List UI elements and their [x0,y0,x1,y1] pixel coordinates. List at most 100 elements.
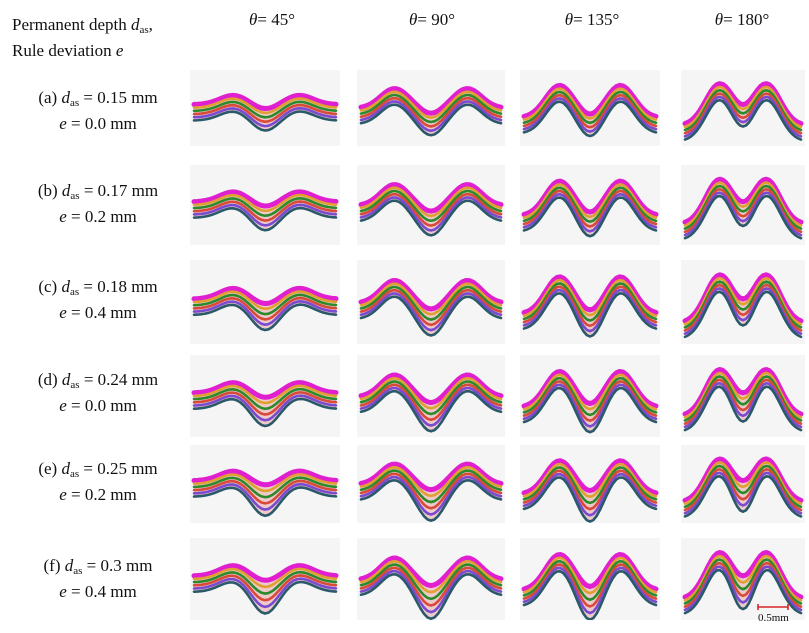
layer-line-1 [521,274,659,316]
layer-line-1 [682,176,804,225]
deformation-plot-b-135 [520,165,660,245]
layer-line-3 [683,558,803,605]
layer-line-5 [359,569,503,614]
layer-line-6 [192,110,338,132]
column-header-90: θ= 90° [382,10,482,30]
layer-line-4 [683,187,803,234]
layer-line-6 [192,303,338,332]
d-var: d [61,181,71,200]
layer-line-5 [359,196,503,232]
e-value: = 0.4 mm [66,582,137,601]
layer-line-3 [359,285,503,321]
d-value: = 0.15 mm [79,88,158,107]
column-value: = 135° [573,10,620,29]
d-var: d [64,556,74,575]
layer-line-2 [192,97,338,115]
e-var: e [59,303,67,322]
layer-line-2 [359,377,503,410]
deformation-plot-f-135 [520,538,660,620]
layer-line-6 [192,206,338,232]
deformation-plot-d-180 [681,355,805,437]
column-value: = 90° [417,10,455,29]
layer-line-1 [521,82,659,119]
layer-line-5 [192,577,338,609]
layer-line-1 [682,367,804,417]
deformation-hatch [524,371,656,434]
row-label-a: (a) das = 0.15 mm e = 0.0 mm [14,85,182,137]
layer-line-6 [522,100,658,138]
layer-line-3 [359,93,503,124]
layer-line-2 [192,567,338,589]
header-line-2: Rule deviation e [12,38,153,64]
layer-line-6 [359,390,503,433]
layer-line-5 [192,482,338,511]
layer-line-5 [192,203,338,227]
layer-line-6 [522,570,658,620]
layer-line-3 [192,387,338,411]
layer-line-3 [522,282,658,322]
deformation-plot-e-135 [520,445,660,523]
layer-line-4 [192,296,338,321]
layer-line-5 [522,288,658,333]
theta-symbol: θ [564,10,574,29]
d-sub: as [69,286,80,298]
deformation-plot-e-90 [357,445,505,523]
layer-line-6 [522,292,658,338]
d-sub: as [69,97,80,109]
deformation-plot-b-180 [681,165,805,245]
deformation-plot-a-180 [681,70,805,146]
d-sub: as [70,190,80,202]
layer-line-2 [192,193,338,213]
deformation-plot-b-45 [190,165,340,245]
scale-bar-label: 0.5mm [758,612,789,624]
layer-line-1 [521,368,659,409]
layer-line-5 [522,472,658,517]
layer-line-1 [358,372,504,406]
layer-line-2 [683,276,803,326]
layer-line-4 [192,103,338,124]
row-e-line: e = 0.0 mm [14,393,182,419]
layer-line-6 [359,199,503,237]
layer-line-6 [359,573,503,620]
layer-line-3 [522,559,658,602]
layer-line-5 [683,95,803,138]
layer-line-2 [359,186,503,218]
layer-line-2 [359,282,503,316]
layer-line-1 [191,468,339,488]
row-label-d: (d) das = 0.24 mm e = 0.0 mm [14,367,182,419]
layer-line-5 [522,383,658,428]
header-d-var: d [130,15,140,34]
header-permanent-depth-label: Permanent depth [12,15,131,34]
header-e-var: e [115,41,124,60]
layer-line-6 [683,385,803,432]
layer-line-2 [522,87,658,121]
column-value: = 45° [257,10,295,29]
layer-line-2 [522,556,658,595]
layer-line-5 [192,394,338,422]
deformation-plot-d-45 [190,355,340,437]
row-e-line: e = 0.0 mm [14,111,182,137]
deformation-plot-a-135 [520,70,660,146]
e-var: e [59,114,67,133]
layer-line-6 [683,194,803,240]
d-var: d [61,88,70,107]
layer-line-6 [192,397,338,428]
layer-line-6 [683,98,803,141]
layer-line-5 [359,292,503,332]
layer-line-6 [522,476,658,523]
layer-line-6 [359,479,503,522]
row-tag: (a) [38,88,62,107]
theta-symbol: θ [249,10,258,29]
layer-line-5 [683,287,803,335]
e-var: e [59,396,67,415]
layer-line-3 [522,186,658,223]
deformation-plot-e-180 [681,445,805,523]
layer-line-1 [358,182,504,214]
column-value: = 180° [723,10,770,29]
layer-line-1 [682,456,804,503]
layer-line-5 [522,192,658,233]
layer-line-2 [359,90,503,119]
layer-line-5 [359,100,503,133]
layer-line-6 [192,486,338,518]
d-sub: as [69,468,80,480]
